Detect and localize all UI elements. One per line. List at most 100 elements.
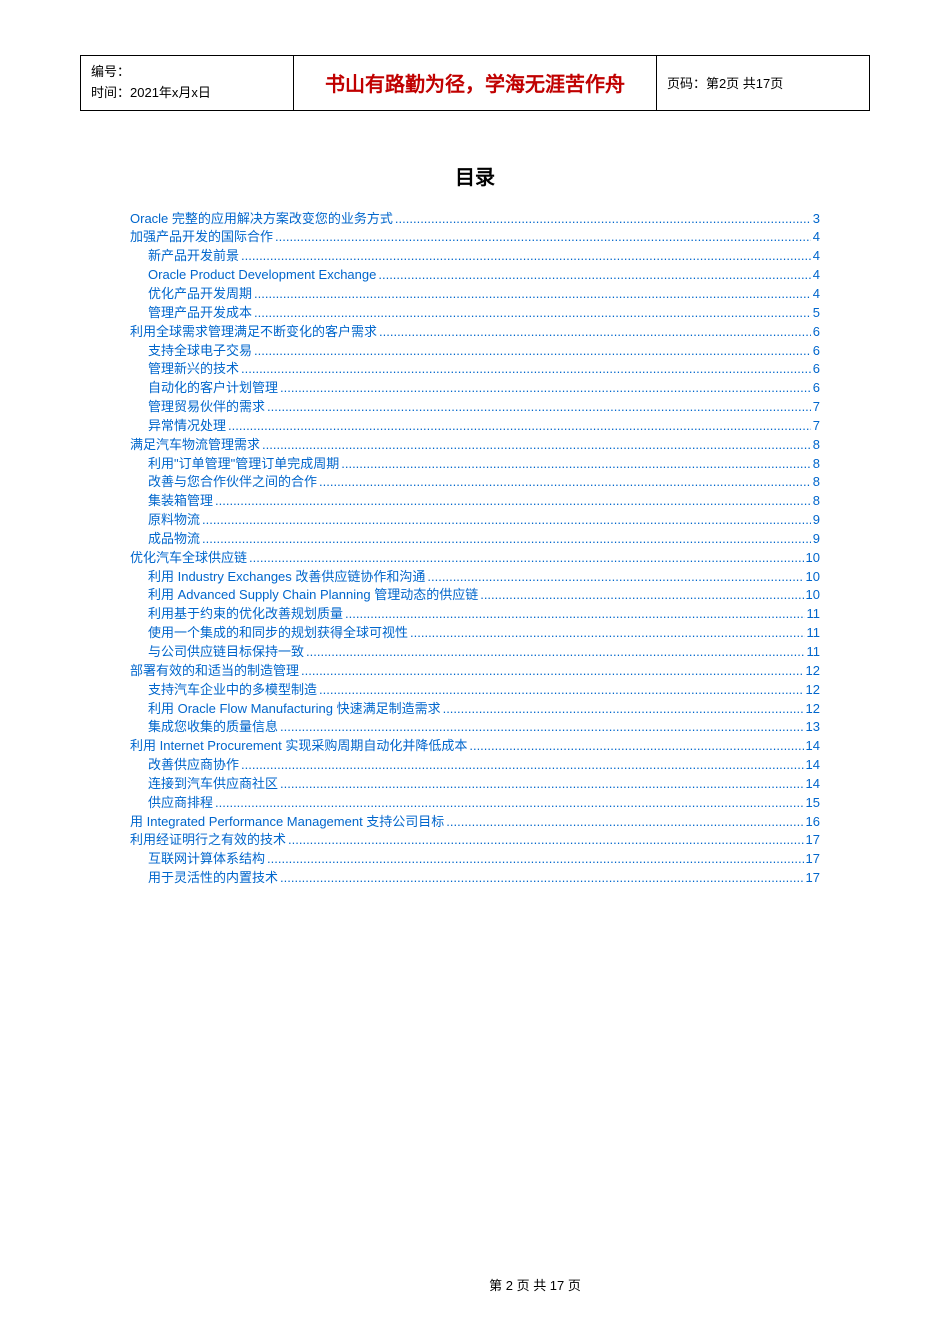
- toc-entry[interactable]: 改善供应商协作 14: [130, 756, 820, 775]
- toc-entry[interactable]: Oracle 完整的应用解决方案改变您的业务方式3: [130, 210, 820, 229]
- toc-dots: [254, 285, 811, 304]
- doc-number-label: 编号：: [91, 64, 130, 79]
- toc-entry-page: 8: [813, 436, 820, 455]
- toc-entry-label: 集装箱管理: [148, 492, 213, 511]
- page-frame: 编号： 时间：2021年x月x日 书山有路勤为径，学海无涯苦作舟 页码：第2页 …: [80, 55, 870, 1264]
- toc-entry[interactable]: 加强产品开发的国际合作4: [130, 228, 820, 247]
- toc-entry[interactable]: 满足汽车物流管理需求 8: [130, 436, 820, 455]
- toc-entry[interactable]: 用于灵活性的内置技术17: [130, 869, 820, 888]
- toc-entry-label: 部署有效的和适当的制造管理: [130, 662, 299, 681]
- toc-dots: [202, 530, 811, 549]
- toc-entry[interactable]: 支持全球电子交易 6: [130, 342, 820, 361]
- header-left-cell: 编号： 时间：2021年x月x日: [81, 56, 294, 111]
- toc-entry-label: Oracle Product Development Exchange: [148, 266, 376, 285]
- toc-entry[interactable]: 利用 Oracle Flow Manufacturing 快速满足制造需求 12: [130, 700, 820, 719]
- toc-dots: [427, 568, 803, 587]
- toc-entry-page: 12: [806, 700, 820, 719]
- toc-dots: [262, 436, 811, 455]
- toc-entry[interactable]: 成品物流9: [130, 530, 820, 549]
- toc-entry[interactable]: 管理产品开发成本 5: [130, 304, 820, 323]
- toc-entry[interactable]: 管理贸易伙伴的需求7: [130, 398, 820, 417]
- toc-dots: [345, 605, 804, 624]
- toc-entry-label: 利用 Internet Procurement 实现采购周期自动化并降低成本: [130, 737, 467, 756]
- toc-entry[interactable]: 部署有效的和适当的制造管理12: [130, 662, 820, 681]
- toc-entry-page: 6: [813, 379, 820, 398]
- toc-entry[interactable]: 自动化的客户计划管理 6: [130, 379, 820, 398]
- toc-entry[interactable]: 利用全球需求管理满足不断变化的客户需求6: [130, 323, 820, 342]
- toc-dots: [254, 304, 811, 323]
- toc-entry[interactable]: 利用"订单管理"管理订单完成周期 8: [130, 455, 820, 474]
- toc-dots: [280, 379, 811, 398]
- toc-entry[interactable]: 新产品开发前景4: [130, 247, 820, 266]
- toc-entry[interactable]: 改善与您合作伙伴之间的合作8: [130, 473, 820, 492]
- toc-entry-label: 利用 Advanced Supply Chain Planning 管理动态的供…: [148, 586, 478, 605]
- toc-entry[interactable]: 利用 Industry Exchanges 改善供应链协作和沟通10: [130, 568, 820, 587]
- toc-entry-label: 互联网计算体系结构: [148, 850, 265, 869]
- toc-entry-page: 10: [806, 549, 820, 568]
- toc-entry-label: 管理贸易伙伴的需求: [148, 398, 265, 417]
- toc-dots: [275, 228, 811, 247]
- toc-entry[interactable]: 异常情况处理7: [130, 417, 820, 436]
- toc-dots: [241, 756, 804, 775]
- toc-entry-page: 16: [806, 813, 820, 832]
- toc-entry-page: 5: [813, 304, 820, 323]
- toc-dots: [469, 737, 803, 756]
- toc-dots: [215, 794, 804, 813]
- toc-entry[interactable]: 利用经证明行之有效的技术17: [130, 831, 820, 850]
- toc-title: 目录: [80, 161, 870, 190]
- toc-entry-page: 14: [806, 737, 820, 756]
- toc-dots: [254, 342, 811, 361]
- toc-entry-label: 满足汽车物流管理需求: [130, 436, 260, 455]
- toc-entry-label: 改善供应商协作: [148, 756, 239, 775]
- toc-entry-page: 9: [813, 511, 820, 530]
- footer-page: 第 2 页 共 17 页: [80, 1275, 870, 1294]
- toc-entry-page: 10: [806, 568, 820, 587]
- toc-entry-label: 利用全球需求管理满足不断变化的客户需求: [130, 323, 377, 342]
- toc-entry-label: 支持全球电子交易: [148, 342, 252, 361]
- toc-entry[interactable]: 优化产品开发周期 4: [130, 285, 820, 304]
- toc-entry[interactable]: 优化汽车全球供应链 10: [130, 549, 820, 568]
- time-value: 2021年x月x日: [130, 85, 211, 100]
- toc-entry-label: 自动化的客户计划管理: [148, 379, 278, 398]
- toc-entry[interactable]: 使用一个集成的和同步的规划获得全球可视性11: [130, 624, 820, 643]
- toc-entry-page: 4: [813, 285, 820, 304]
- toc-entry-label: 管理产品开发成本: [148, 304, 252, 323]
- time-label: 时间：: [91, 85, 130, 100]
- toc-entry[interactable]: 支持汽车企业中的多模型制造12: [130, 681, 820, 700]
- toc-entry[interactable]: 利用 Internet Procurement 实现采购周期自动化并降低成本 14: [130, 737, 820, 756]
- toc-entry-label: 与公司供应链目标保持一致: [148, 643, 304, 662]
- toc-dots: [267, 398, 811, 417]
- toc-entry[interactable]: 连接到汽车供应商社区14: [130, 775, 820, 794]
- toc-entry[interactable]: 集装箱管理8: [130, 492, 820, 511]
- toc-entry-page: 14: [806, 756, 820, 775]
- toc-entry-page: 13: [806, 718, 820, 737]
- toc-entry-label: Oracle 完整的应用解决方案改变您的业务方式: [130, 210, 393, 229]
- toc-entry[interactable]: 互联网计算体系结构17: [130, 850, 820, 869]
- toc-entry[interactable]: 用 Integrated Performance Management 支持公司…: [130, 813, 820, 832]
- toc-entry-label: 成品物流: [148, 530, 200, 549]
- toc-entry-label: 优化汽车全球供应链: [130, 549, 247, 568]
- toc-entry[interactable]: 集成您收集的质量信息13: [130, 718, 820, 737]
- toc-entry-page: 6: [813, 342, 820, 361]
- toc-entry-label: 利用"订单管理"管理订单完成周期: [148, 455, 339, 474]
- toc-entry-label: 使用一个集成的和同步的规划获得全球可视性: [148, 624, 408, 643]
- toc-dots: [379, 323, 811, 342]
- toc-entry[interactable]: 原料物流9: [130, 511, 820, 530]
- toc-entry-label: 加强产品开发的国际合作: [130, 228, 273, 247]
- toc-entry[interactable]: 与公司供应链目标保持一致11: [130, 643, 820, 662]
- toc-entry[interactable]: 利用 Advanced Supply Chain Planning 管理动态的供…: [130, 586, 820, 605]
- toc-entry[interactable]: 利用基于约束的优化改善规划质量11: [130, 605, 820, 624]
- toc-entry[interactable]: Oracle Product Development Exchange4: [130, 266, 820, 285]
- toc-entry[interactable]: 管理新兴的技术6: [130, 360, 820, 379]
- toc-dots: [446, 813, 803, 832]
- toc-entry-label: 利用 Oracle Flow Manufacturing 快速满足制造需求: [148, 700, 441, 719]
- toc-entry-label: 支持汽车企业中的多模型制造: [148, 681, 317, 700]
- toc-dots: [395, 210, 811, 229]
- toc-entry-page: 8: [813, 455, 820, 474]
- toc-dots: [241, 247, 811, 266]
- toc-entry[interactable]: 供应商排程15: [130, 794, 820, 813]
- toc-container: Oracle 完整的应用解决方案改变您的业务方式3加强产品开发的国际合作4新产品…: [80, 210, 870, 888]
- toc-entry-label: 利用基于约束的优化改善规划质量: [148, 605, 343, 624]
- toc-entry-label: 优化产品开发周期: [148, 285, 252, 304]
- toc-entry-label: 供应商排程: [148, 794, 213, 813]
